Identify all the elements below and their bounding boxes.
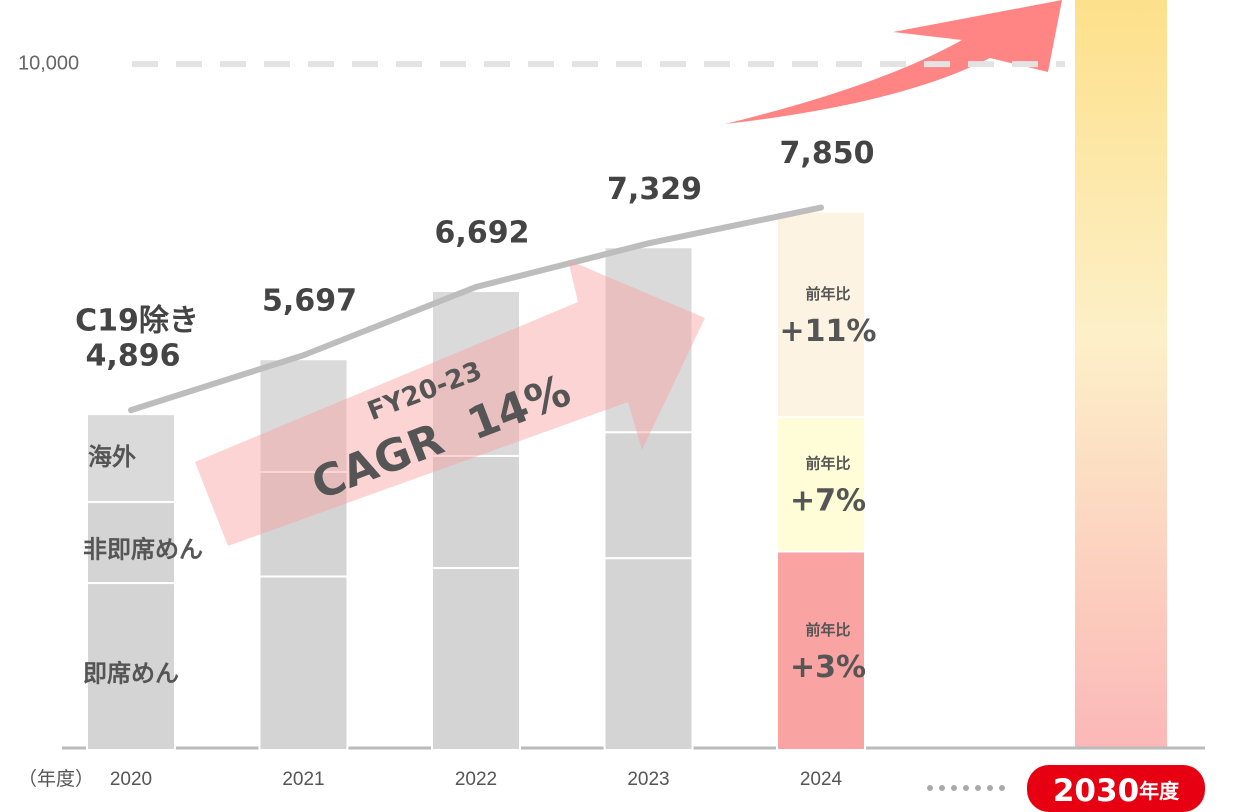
total-label: 7,850 [780, 136, 875, 171]
annotation: C19除き [75, 304, 199, 339]
future-pill [1027, 765, 1205, 812]
yoy-caption: 前年比 [805, 621, 850, 639]
future-suffix: 年度 [1139, 779, 1180, 803]
x-tick-label: 2023 [627, 769, 669, 790]
yoy-label: +7% [790, 484, 866, 519]
total-label: 6,692 [435, 215, 530, 250]
y-tick-label: 10,000 [18, 52, 79, 74]
x-tick-label: 2022 [455, 769, 497, 790]
bar-segment [431, 289, 521, 457]
bar-segment [603, 557, 694, 751]
growth-arrow [725, 0, 1062, 124]
bar-segment [776, 550, 866, 752]
future-bar [1075, 0, 1167, 748]
yoy-caption: 前年比 [805, 285, 850, 303]
yoy-label: +11% [780, 314, 877, 349]
future-label: 2030年度 [1053, 773, 1180, 809]
bar-segment [603, 431, 694, 560]
x-tick-label: 2021 [282, 769, 324, 790]
ellipsis [927, 785, 1005, 791]
bar-segment [86, 582, 176, 751]
legend-label: 非即席めん [83, 536, 203, 564]
bar-segment [431, 567, 521, 752]
x-axis-label: （年度） [18, 768, 94, 790]
x-tick-label: 2024 [800, 769, 843, 790]
trend-line [128, 204, 824, 414]
total-label: 5,697 [262, 284, 357, 319]
bar-segment [86, 413, 176, 504]
cagr-arrow [195, 260, 705, 546]
legend-label: 海外 [88, 443, 136, 471]
future-year: 2030 [1053, 773, 1139, 809]
bar-segment [431, 454, 521, 570]
x-tick-label: 2020 [110, 769, 152, 790]
yoy-caption: 前年比 [805, 455, 850, 473]
bar-segment [776, 415, 866, 553]
legend-label: 即席めん [83, 660, 179, 688]
yoy-label: +3% [790, 650, 866, 685]
bar-segment [258, 575, 349, 751]
bar-segment [776, 210, 866, 418]
bar-segment [603, 246, 694, 434]
bar-segment [258, 358, 349, 473]
total-label: 7,329 [607, 172, 702, 207]
total-label: 4,896 [86, 339, 181, 374]
